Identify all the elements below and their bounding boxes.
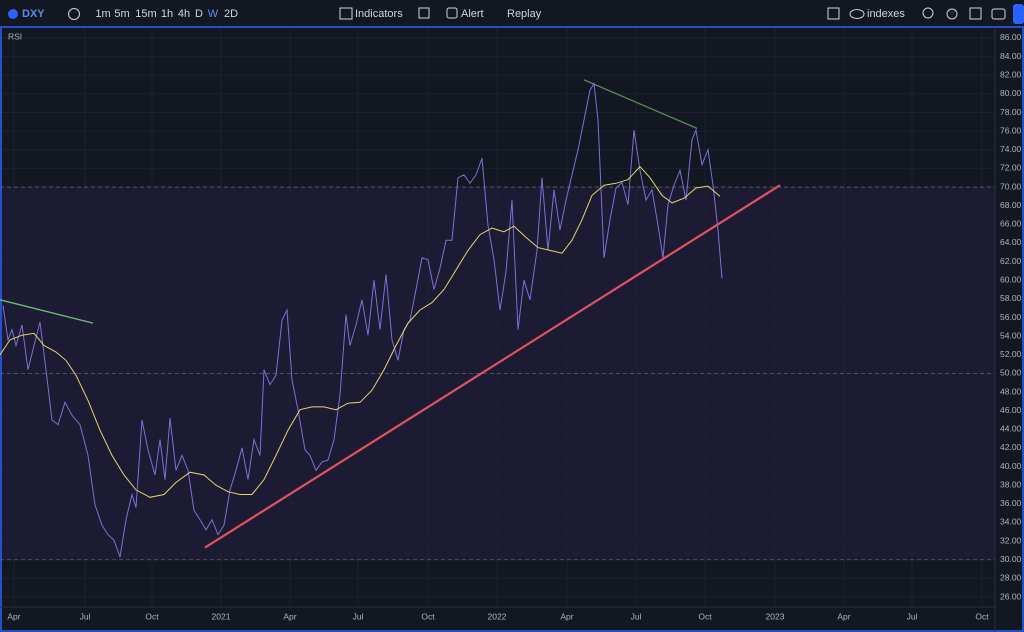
y-tick-label: 54.00 bbox=[1000, 330, 1022, 340]
x-tick-label: Apr bbox=[7, 611, 20, 621]
y-tick-label: 48.00 bbox=[1000, 386, 1022, 396]
x-tick-label: Oct bbox=[421, 611, 435, 621]
pane-title: RSI bbox=[8, 31, 22, 41]
y-tick-label: 62.00 bbox=[1000, 256, 1022, 266]
x-tick-label: Oct bbox=[145, 611, 159, 621]
y-tick-label: 50.00 bbox=[1000, 368, 1022, 378]
y-tick-label: 84.00 bbox=[1000, 51, 1022, 61]
y-tick-label: 46.00 bbox=[1000, 405, 1022, 415]
y-tick-label: 56.00 bbox=[1000, 312, 1022, 322]
x-tick-label: Jul bbox=[907, 611, 918, 621]
compare[interactable]: indexes bbox=[867, 8, 905, 20]
y-tick-label: 74.00 bbox=[1000, 144, 1022, 154]
x-tick-label: 2023 bbox=[766, 611, 785, 621]
y-tick-label: 52.00 bbox=[1000, 349, 1022, 359]
symbol-icon bbox=[8, 9, 18, 19]
indicators-button[interactable]: Indicators bbox=[355, 8, 403, 20]
line bbox=[2, 82, 723, 558]
interval-button[interactable]: W bbox=[208, 8, 219, 20]
y-tick-label: 30.00 bbox=[1000, 554, 1022, 564]
y-tick-label: 40.00 bbox=[1000, 461, 1022, 471]
x-tick-label: Oct bbox=[698, 611, 712, 621]
alert-button[interactable]: Alert bbox=[461, 8, 484, 20]
y-tick-label: 66.00 bbox=[1000, 219, 1022, 229]
templates-icon[interactable] bbox=[418, 7, 430, 19]
y-tick-label: 38.00 bbox=[1000, 479, 1022, 489]
settings-icon[interactable] bbox=[946, 8, 958, 20]
layout-icon[interactable] bbox=[827, 7, 840, 20]
interval-button[interactable]: 5m bbox=[114, 8, 129, 20]
y-tick-label: 82.00 bbox=[1000, 69, 1022, 79]
y-tick-label: 76.00 bbox=[1000, 125, 1022, 135]
y-tick-label: 70.00 bbox=[1000, 181, 1022, 191]
y-tick-label: 80.00 bbox=[1000, 88, 1022, 98]
x-tick-label: Jul bbox=[80, 611, 91, 621]
interval-button[interactable]: D bbox=[195, 8, 203, 20]
x-tick-label: Apr bbox=[560, 611, 573, 621]
publish-button[interactable] bbox=[1013, 4, 1024, 24]
x-tick-label: 2021 bbox=[212, 611, 231, 621]
y-tick-label: 26.00 bbox=[1000, 591, 1022, 601]
line bbox=[0, 165, 721, 498]
x-tick-label: Oct bbox=[975, 611, 989, 621]
interval-button[interactable]: 2D bbox=[224, 8, 238, 20]
indicators-icon bbox=[339, 7, 353, 20]
y-tick-label: 64.00 bbox=[1000, 237, 1022, 247]
alert-icon bbox=[446, 7, 458, 19]
search-icon[interactable] bbox=[922, 7, 934, 19]
x-tick-label: Apr bbox=[837, 611, 850, 621]
y-tick-label: 32.00 bbox=[1000, 535, 1022, 545]
y-tick-label: 36.00 bbox=[1000, 498, 1022, 508]
y-tick-label: 86.00 bbox=[1000, 32, 1022, 42]
x-tick-label: Jul bbox=[631, 611, 642, 621]
interval-button[interactable]: 1h bbox=[161, 8, 173, 20]
symbol[interactable]: DXY bbox=[22, 8, 45, 20]
y-tick-label: 42.00 bbox=[1000, 442, 1022, 452]
x-tick-label: 2022 bbox=[488, 611, 507, 621]
replay-button[interactable]: Replay bbox=[507, 8, 542, 20]
snapshot-icon[interactable] bbox=[991, 8, 1006, 20]
y-tick-label: 58.00 bbox=[1000, 293, 1022, 303]
interval-button[interactable]: 4h bbox=[178, 8, 190, 20]
x-tick-label: Jul bbox=[353, 611, 364, 621]
y-tick-label: 34.00 bbox=[1000, 517, 1022, 527]
pane-border bbox=[0, 26, 1024, 632]
y-tick-label: 60.00 bbox=[1000, 274, 1022, 284]
line bbox=[204, 184, 781, 549]
y-tick-label: 78.00 bbox=[1000, 107, 1022, 117]
x-tick-label: Apr bbox=[283, 611, 296, 621]
interval-button[interactable]: 1m bbox=[95, 8, 110, 20]
line bbox=[583, 79, 698, 129]
interval-button[interactable]: 15m bbox=[135, 8, 156, 20]
fullscreen-icon[interactable] bbox=[969, 7, 982, 20]
toolbar bbox=[0, 0, 1024, 27]
cloud-icon bbox=[849, 9, 865, 19]
line bbox=[0, 299, 94, 324]
y-tick-label: 28.00 bbox=[1000, 573, 1022, 583]
y-tick-label: 72.00 bbox=[1000, 163, 1022, 173]
y-tick-label: 68.00 bbox=[1000, 200, 1022, 210]
add-symbol[interactable] bbox=[68, 8, 80, 20]
y-tick-label: 44.00 bbox=[1000, 424, 1022, 434]
